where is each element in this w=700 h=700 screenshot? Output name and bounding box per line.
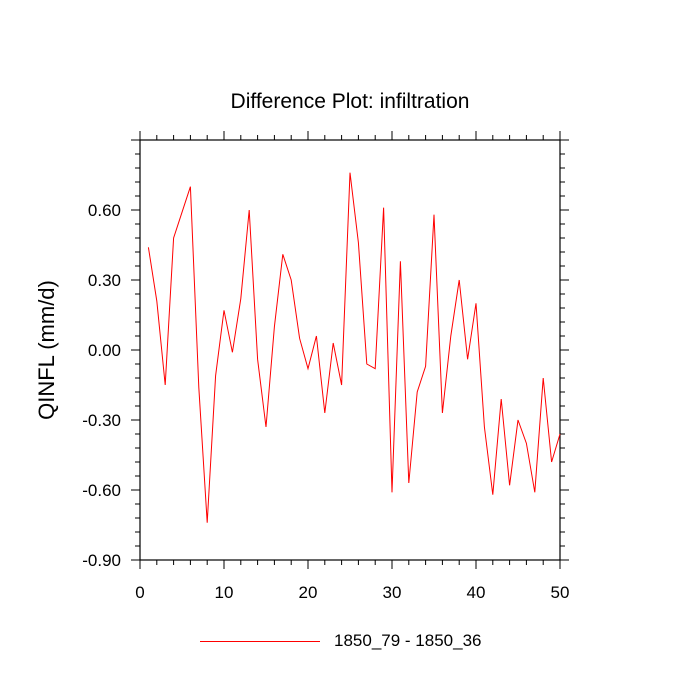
legend-line-swatch	[200, 640, 320, 642]
series-line	[147, 172, 561, 523]
legend-label: 1850_79 - 1850_36	[334, 631, 482, 650]
plot-frame	[139, 139, 561, 561]
y-tick-label: -0.30	[82, 411, 121, 430]
legend: 1850_79 - 1850_36	[200, 629, 481, 653]
x-tick-label: 20	[299, 583, 318, 602]
chart-title: Difference Plot: infiltration	[230, 90, 470, 113]
y-tick-label: 0.00	[88, 341, 121, 360]
y-tick-label: -0.60	[82, 481, 121, 500]
y-tick-label: -0.90	[82, 551, 121, 570]
x-tick-label: 30	[383, 583, 402, 602]
x-tick-label: 40	[467, 583, 486, 602]
x-tick-label: 0	[135, 583, 144, 602]
y-tick-label: 0.60	[88, 201, 121, 220]
x-tick-label: 50	[551, 583, 570, 602]
x-tick-label: 10	[215, 583, 234, 602]
y-tick-label: 0.30	[88, 271, 121, 290]
